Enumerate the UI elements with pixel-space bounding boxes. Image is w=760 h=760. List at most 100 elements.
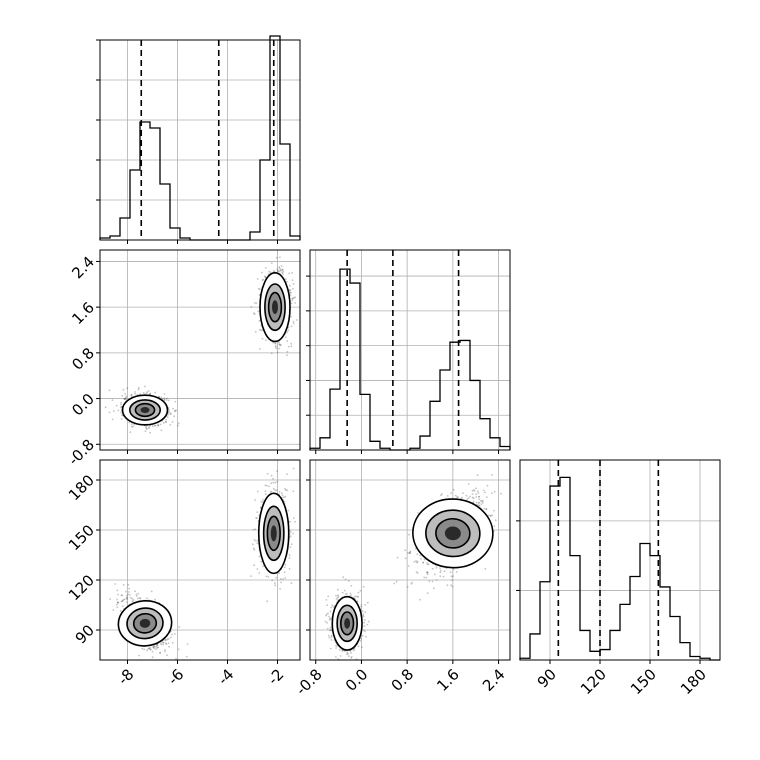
scatter-point (134, 393, 137, 395)
scatter-point (330, 636, 333, 638)
scatter-point (288, 568, 291, 570)
scatter-point (134, 590, 137, 593)
scatter-point (335, 597, 338, 600)
scatter-point (163, 399, 166, 401)
scatter-point (278, 267, 281, 270)
scatter-point (440, 494, 442, 497)
scatter-panel-2: -0.8 0.0 0.8 1.6 2.4 (292, 459, 511, 699)
scatter-point (252, 528, 255, 531)
scatter-point (450, 492, 452, 495)
scatter-point (258, 288, 261, 291)
scatter-point (123, 398, 126, 401)
scatter-point (153, 424, 156, 427)
scatter-point (356, 595, 359, 598)
scatter-point (329, 626, 332, 629)
scatter-point (417, 512, 419, 514)
scatter-0-ytick-label-4: 2.4 (68, 253, 98, 283)
scatter-point (149, 648, 152, 650)
scatter-point (167, 413, 169, 416)
scatter-point (279, 256, 281, 259)
scatter-point (354, 595, 357, 597)
scatter-point (478, 501, 481, 504)
scatter-point (337, 588, 339, 591)
scatter-point (163, 650, 166, 653)
scatter-point (489, 514, 492, 517)
scatter-point (174, 633, 176, 635)
scatter-point (328, 637, 331, 639)
scatter-point (111, 418, 114, 421)
scatter-point (178, 626, 181, 628)
scatter-point (490, 515, 492, 517)
scatter-point (162, 643, 165, 646)
scatter-point (330, 618, 332, 620)
scatter-point (275, 345, 277, 347)
scatter-point (139, 597, 142, 600)
scatter-point (291, 279, 294, 281)
scatter-point (157, 646, 159, 649)
scatter-point (326, 621, 329, 624)
scatter-point (252, 543, 254, 546)
scatter-point (346, 651, 349, 654)
scatter-point (330, 639, 333, 641)
scatter-point (347, 653, 349, 655)
scatter-point (129, 594, 131, 596)
scatter-point (344, 593, 347, 596)
scatter-point (253, 539, 256, 541)
scatter-point (362, 614, 364, 617)
scatter-point (145, 426, 147, 428)
scatter-point (443, 570, 446, 573)
scatter-point (327, 612, 329, 615)
scatter-point (269, 271, 272, 274)
scatter-point (282, 270, 285, 273)
scatter-point (275, 489, 278, 492)
scatter-point (344, 578, 347, 581)
scatter-point (130, 394, 133, 397)
scatter-point (126, 601, 128, 603)
scatter-point (294, 296, 297, 299)
scatter-point (116, 606, 119, 608)
scatter-point (435, 579, 438, 581)
scatter-1-content (100, 460, 300, 660)
scatter-point (290, 543, 293, 545)
scatter-point (258, 294, 261, 296)
scatter-point (135, 595, 138, 597)
scatter-point (155, 648, 158, 650)
scatter-point (277, 270, 280, 272)
scatter-point (156, 646, 159, 649)
scatter-point (272, 477, 274, 480)
scatter-point (128, 591, 131, 593)
scatter-point (472, 500, 475, 503)
scatter-point (150, 648, 152, 651)
scatter-point (135, 593, 138, 596)
scatter-point (279, 588, 281, 590)
scatter-point (124, 392, 127, 395)
scatter-point (270, 482, 273, 485)
scatter-point (256, 490, 259, 493)
scatter-point (128, 587, 131, 590)
scatter-point (278, 347, 281, 350)
scatter-point (393, 582, 396, 585)
scatter-point (111, 399, 114, 401)
scatter-point (273, 488, 275, 490)
scatter-point (291, 299, 294, 302)
hist-2-steps (519, 476, 720, 661)
scatter-point (362, 613, 365, 615)
scatter-point (260, 560, 263, 563)
scatter-1-ytick-label-2: 150 (65, 521, 98, 554)
scatter-point (439, 575, 442, 577)
scatter-point (124, 598, 126, 600)
scatter-point (288, 289, 291, 292)
scatter-point (259, 506, 262, 509)
scatter-point (166, 397, 169, 400)
scatter-point (325, 613, 328, 616)
scatter-point (281, 271, 284, 274)
scatter-point (274, 342, 277, 345)
scatter-point (294, 520, 296, 523)
scatter-point (150, 590, 153, 593)
scatter-point (253, 564, 256, 567)
hist-1-frame (309, 249, 511, 451)
scatter-point (130, 423, 133, 425)
scatter-point (120, 402, 122, 404)
scatter-point (413, 560, 416, 563)
